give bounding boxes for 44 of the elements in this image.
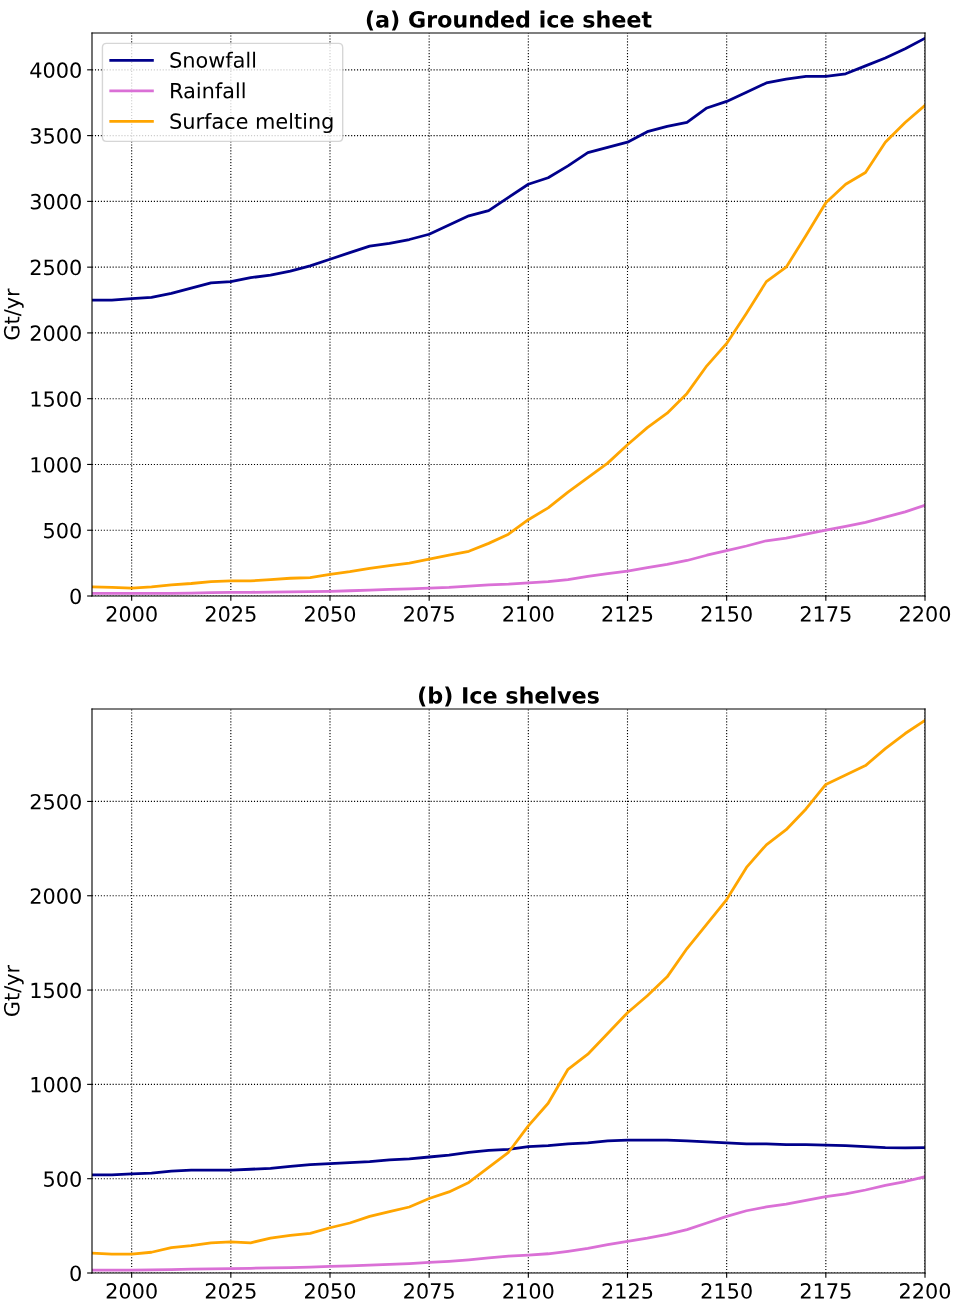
y-tick-label: 2500 (30, 259, 81, 276)
chart-title: (a) Grounded ice sheet (366, 10, 652, 31)
y-tick-label: 1000 (31, 456, 81, 473)
chart-title: (b) Ice shelves (419, 686, 599, 707)
y-tick-label: 1500 (31, 391, 81, 407)
x-tick-label: 2150 (701, 606, 752, 622)
line-series (92, 36, 925, 302)
legend-label: Rainfall (171, 82, 245, 99)
y-axis-title: Gt/yr (3, 964, 24, 1016)
y-tick-label: 1000 (31, 1076, 81, 1093)
y-tick-label: 0 (70, 588, 81, 605)
x-tick-label: 2125 (602, 1283, 653, 1299)
x-tick-label: 2000 (106, 1283, 157, 1299)
y-tick-label: 2000 (30, 325, 81, 342)
x-tick-label: 2100 (503, 1283, 554, 1299)
x-tick-label: 2075 (404, 606, 454, 622)
x-tick-label: 2100 (503, 606, 554, 622)
x-tick-label: 2175 (800, 606, 851, 622)
x-tick-label: 2150 (701, 1283, 752, 1299)
y-tick-label: 0 (70, 1265, 81, 1282)
x-tick-label: 2200 (900, 1283, 951, 1299)
y-tick-label: 3000 (30, 193, 81, 210)
y-tick-label: 3500 (30, 128, 81, 144)
x-tick-label: 2050 (305, 606, 356, 622)
y-tick-label: 2500 (30, 793, 81, 810)
legend-label: Snowfall (170, 51, 256, 68)
y-tick-label: 1500 (31, 982, 81, 999)
y-axis-title: Gt/yr (3, 288, 24, 340)
y-tick-label: 4000 (30, 62, 81, 79)
y-tick-label: 2000 (30, 888, 81, 904)
line-series (92, 718, 925, 1256)
x-tick-label: 2175 (800, 1283, 851, 1299)
y-tick-label: 500 (44, 522, 81, 539)
x-tick-label: 2050 (305, 1283, 356, 1299)
x-tick-label: 2125 (602, 606, 653, 622)
y-tick-label: 500 (44, 1171, 81, 1187)
x-tick-label: 2025 (205, 606, 256, 622)
line-series (92, 103, 925, 590)
x-tick-label: 2000 (106, 606, 157, 622)
legend-label: Surface melting (170, 112, 333, 134)
x-tick-label: 2075 (404, 1283, 454, 1299)
x-tick-label: 2025 (205, 1283, 256, 1299)
x-tick-label: 2200 (900, 606, 951, 622)
line-series (92, 1138, 925, 1177)
